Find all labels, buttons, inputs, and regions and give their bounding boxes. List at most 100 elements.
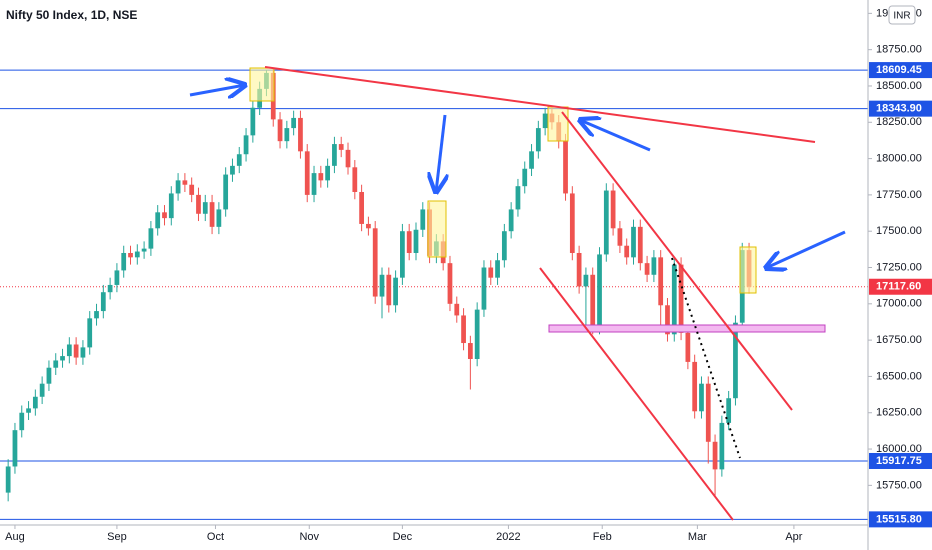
candle-body xyxy=(325,165,331,181)
candle-body xyxy=(631,226,636,258)
candle-body xyxy=(597,254,602,328)
y-tick-label: 16500.00 xyxy=(876,370,922,382)
candle-body xyxy=(32,396,38,409)
candle-body xyxy=(121,252,127,271)
candle-body xyxy=(277,119,283,142)
candle-body xyxy=(406,231,412,253)
price-level-label: 15515.80 xyxy=(876,513,922,525)
x-tick-label: Dec xyxy=(393,531,413,543)
price-level-badge xyxy=(869,100,932,117)
candle-body xyxy=(291,117,297,129)
y-tick-label: 15750.00 xyxy=(876,479,922,491)
candle-body xyxy=(53,360,59,368)
trendline xyxy=(539,267,734,521)
candle-body xyxy=(495,260,500,278)
candle-body xyxy=(60,356,65,361)
highlight-box xyxy=(547,106,569,142)
y-tick-label: 18250.00 xyxy=(876,116,922,128)
y-tick-label: 17500.00 xyxy=(876,225,922,237)
arrow xyxy=(766,230,846,268)
candle-body xyxy=(420,209,426,230)
candle-body xyxy=(243,135,249,155)
candle-body xyxy=(209,202,215,227)
price-level-badge xyxy=(869,452,932,469)
candle-body xyxy=(624,245,630,258)
price-level-label: 18343.90 xyxy=(876,103,922,115)
candle-body xyxy=(481,267,487,310)
candle-body xyxy=(73,344,79,358)
y-tick-label: 18000.00 xyxy=(876,152,922,164)
trendline xyxy=(561,111,793,411)
candle-body xyxy=(12,430,18,467)
highlight-box xyxy=(427,200,447,258)
candle-body xyxy=(19,412,25,431)
candle-body xyxy=(522,168,528,187)
candle-body xyxy=(5,466,11,493)
candle-body xyxy=(576,252,582,287)
candle-body xyxy=(603,190,609,255)
candle-body xyxy=(236,154,242,166)
candle-body xyxy=(352,167,358,192)
candle-body xyxy=(569,193,575,253)
candle-body xyxy=(542,113,548,129)
candle-body xyxy=(230,165,235,175)
candle-body xyxy=(141,248,147,252)
candle-body xyxy=(114,270,120,285)
candle-body xyxy=(250,107,256,136)
highlight-box xyxy=(249,67,275,102)
trendline xyxy=(264,66,816,143)
candle-body xyxy=(413,229,419,253)
arrow xyxy=(580,120,651,152)
candle-body xyxy=(175,180,181,194)
y-tick-label: 16250.00 xyxy=(876,407,922,419)
candle-body xyxy=(311,173,317,195)
candle-body xyxy=(39,383,45,397)
candle-body xyxy=(107,284,113,293)
x-tick-label: Aug xyxy=(5,531,25,543)
candle-body xyxy=(100,292,106,312)
candle-body xyxy=(318,173,324,181)
candle-body xyxy=(372,228,378,297)
price-level-badge xyxy=(869,278,932,295)
candle-body xyxy=(46,367,52,384)
price-level-label: 15917.75 xyxy=(876,455,922,467)
candle-body xyxy=(617,228,623,246)
candle-body xyxy=(189,184,195,195)
candle-body xyxy=(182,180,188,185)
candle-body xyxy=(94,311,99,319)
y-tick-label: 16750.00 xyxy=(876,334,922,346)
candle-body xyxy=(155,212,161,229)
x-tick-label: Mar xyxy=(688,531,707,543)
candle-body xyxy=(148,228,154,249)
candle-body xyxy=(338,144,344,150)
arrow xyxy=(436,114,445,192)
candle-body xyxy=(610,190,616,229)
candle-body xyxy=(134,251,140,258)
candle-body xyxy=(651,257,657,275)
y-tick-label: 17750.00 xyxy=(876,189,922,201)
candle-body xyxy=(733,322,738,399)
candle-body xyxy=(400,231,405,278)
candle-body xyxy=(168,193,174,219)
x-tick-label: Oct xyxy=(207,531,224,543)
y-tick-label: 16000.00 xyxy=(876,443,922,455)
candle-body xyxy=(508,209,514,232)
highlight-box xyxy=(739,246,757,294)
x-tick-label: 2022 xyxy=(496,531,520,543)
candle-body xyxy=(454,303,460,316)
candle-body xyxy=(345,149,351,168)
y-tick-label: 17000.00 xyxy=(876,298,922,310)
price-level-badge xyxy=(869,62,932,79)
price-level-label: 18609.45 xyxy=(876,64,922,76)
candle-body xyxy=(529,151,534,169)
support-zone xyxy=(548,324,826,333)
currency-label: INR xyxy=(893,11,910,22)
candle-body xyxy=(583,274,589,287)
candle-body xyxy=(515,186,521,210)
candle-body xyxy=(447,263,453,304)
candle-body xyxy=(671,264,677,335)
candle-body xyxy=(359,191,364,224)
currency-badge[interactable] xyxy=(888,5,916,25)
y-tick-label: 18500.00 xyxy=(876,80,922,92)
